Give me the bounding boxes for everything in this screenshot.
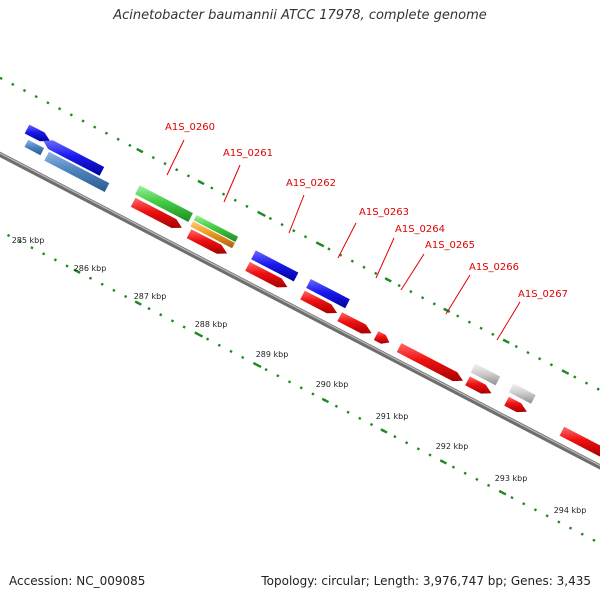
gene-bar-grey [508,383,536,404]
major-tick [443,307,451,313]
major-tick [499,490,507,496]
inner-tick-ring [0,229,600,545]
major-tick [254,362,262,369]
gene-leader-line [166,139,185,176]
gene-arrow-red [245,261,288,288]
major-tick [197,179,205,186]
gene-label: A1S_0262 [286,178,336,189]
gene-leader-line [400,253,425,291]
genome-title: Acinetobacter baumannii ATCC 17978, comp… [113,8,487,23]
gene-label: A1S_0267 [518,289,568,300]
gene-leader-line [288,194,305,234]
gene-bar-blue [306,279,350,309]
major-tick [384,277,392,283]
genome-backbone-highlight [0,152,600,467]
backbone-layer [0,151,600,470]
major-tick [73,268,81,274]
gene-label: A1S_0263 [359,207,409,218]
gene-arrow-blue-reverse [43,140,105,176]
gene-layer [24,124,600,457]
major-tick [195,332,204,338]
gene-leader-line [337,222,357,259]
major-tick [502,338,510,344]
gene-bar-green [135,185,193,222]
gene-arrow-red [300,290,338,314]
gene-arrow-red [337,312,372,334]
major-tick [561,369,570,375]
gene-leader-line [375,237,395,279]
kbp-label: 289 kbp [256,350,289,359]
gene-bar-steelblue [44,151,110,192]
kbp-label: 290 kbp [316,380,349,389]
gene-leader-line [496,301,521,341]
tick-layer [0,76,600,545]
genome-summary-text: Topology: circular; Length: 3,976,747 bp… [261,574,591,588]
kbp-label: 286 kbp [74,264,107,273]
gene-arrow-red [186,229,228,254]
gene-label: A1S_0266 [469,262,519,273]
accession-text: Accession: NC_009085 [9,574,146,588]
kbp-label: 291 kbp [376,412,409,421]
gene-bar-orange [190,221,235,249]
major-tick [258,211,266,217]
major-tick [380,428,388,434]
gene-arrow-red [396,343,463,382]
gene-arrow-red [130,197,182,228]
major-tick [317,242,325,248]
gene-label: A1S_0265 [425,240,475,251]
gene-bar-green-thin [193,215,239,242]
gene-label: A1S_0261 [223,148,273,159]
label-layer: 285 kbp 286 kbp 287 kbp 288 kbp 289 kbp 290 k… [12,122,587,515]
kbp-label: 293 kbp [495,474,528,483]
major-tick [134,300,142,306]
kbp-label: 288 kbp [195,320,228,329]
kbp-label: 285 kbp [12,236,45,245]
outer-tick-ring [0,76,600,392]
gene-arrow-red [465,376,492,394]
gene-arrow-blue [24,124,51,142]
gene-leader-line [445,274,471,315]
gene-bar-grey [470,363,501,386]
major-tick [439,459,448,465]
major-tick [321,397,330,404]
gene-arrow-red [504,396,527,413]
gene-leader-line [223,164,241,203]
gene-label: A1S_0264 [395,224,445,235]
kbp-label: 287 kbp [134,292,167,301]
major-tick [136,147,144,154]
genome-backbone [0,151,600,470]
gene-label: A1S_0260 [165,122,215,133]
kbp-label: 292 kbp [436,442,469,451]
gene-bar-blue [251,250,299,282]
gene-bar-steelblue [24,139,45,156]
kbp-label: 294 kbp [554,506,587,515]
gene-arrow-red [559,426,600,457]
gene-arrow-red [373,331,390,344]
